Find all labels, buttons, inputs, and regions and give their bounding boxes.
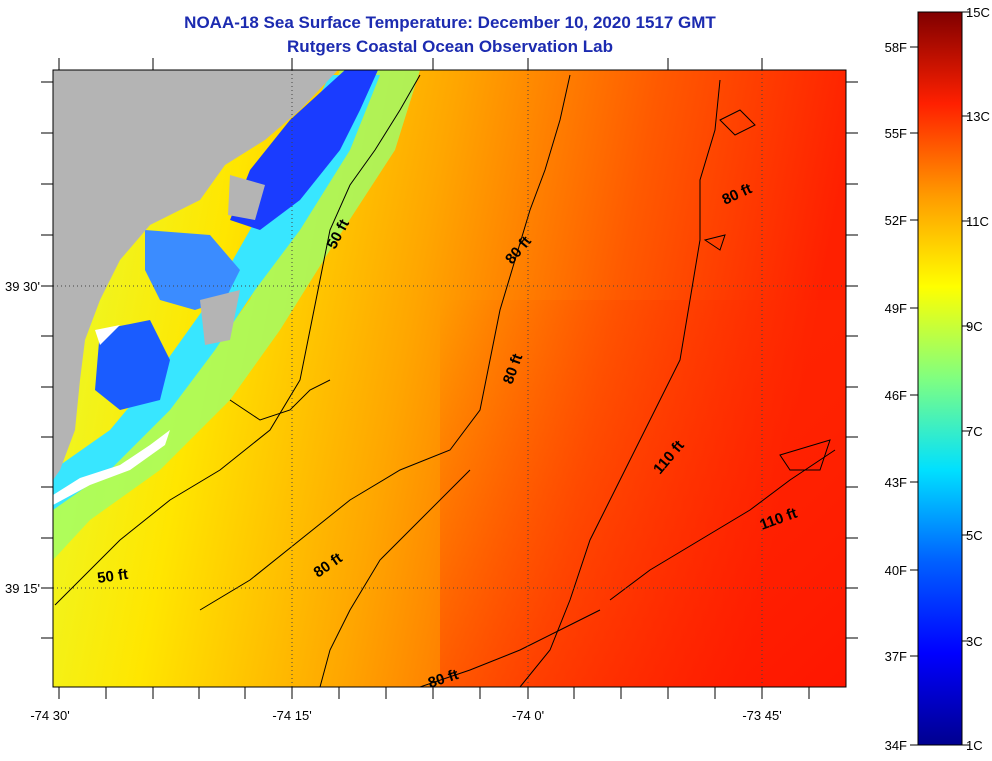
colorbar-c-label: 3C <box>966 634 983 649</box>
colorbar-c-label: 15C <box>966 5 990 20</box>
colorbar: 58F 55F 52F 49F 46F 43F 40F 37F 34F 15C … <box>885 5 990 753</box>
colorbar-f-label: 55F <box>885 126 907 141</box>
colorbar-c-label: 5C <box>966 528 983 543</box>
colorbar-f-label: 40F <box>885 563 907 578</box>
colorbar-f-label: 37F <box>885 649 907 664</box>
map-subtitle: Rutgers Coastal Ocean Observation Lab <box>287 37 613 56</box>
longitude-label: -74 15' <box>272 708 311 723</box>
colorbar-c-label: 13C <box>966 109 990 124</box>
longitude-label: -73 45' <box>742 708 781 723</box>
colorbar-f-label: 43F <box>885 475 907 490</box>
sst-field: 50 ft 80 ft 80 ft 80 ft 110 ft 110 ft 50… <box>53 70 846 687</box>
colorbar-ramp <box>917 11 963 746</box>
land-area <box>53 70 338 480</box>
colorbar-c-label: 1C <box>966 738 983 753</box>
contour-label: 50 ft <box>96 566 129 587</box>
map-frame <box>52 69 847 688</box>
colorbar-f-label: 49F <box>885 301 907 316</box>
graticule <box>53 70 846 687</box>
latitude-label: 39 15' <box>5 581 40 596</box>
longitude-label: -74 30' <box>30 708 69 723</box>
axis-ticks <box>41 58 858 699</box>
depth-contours <box>54 74 836 687</box>
colorbar-c-label: 9C <box>966 319 983 334</box>
colorbar-c-label: 7C <box>966 424 983 439</box>
colorbar-f-label: 52F <box>885 213 907 228</box>
colorbar-f-label: 34F <box>885 738 907 753</box>
latitude-label: 39 30' <box>5 279 40 294</box>
colorbar-c-label: 11C <box>966 214 989 229</box>
longitude-label: -74 0' <box>512 708 544 723</box>
map-title: NOAA-18 Sea Surface Temperature: Decembe… <box>184 13 716 32</box>
colorbar-f-label: 58F <box>885 40 907 55</box>
colorbar-f-label: 46F <box>885 388 907 403</box>
